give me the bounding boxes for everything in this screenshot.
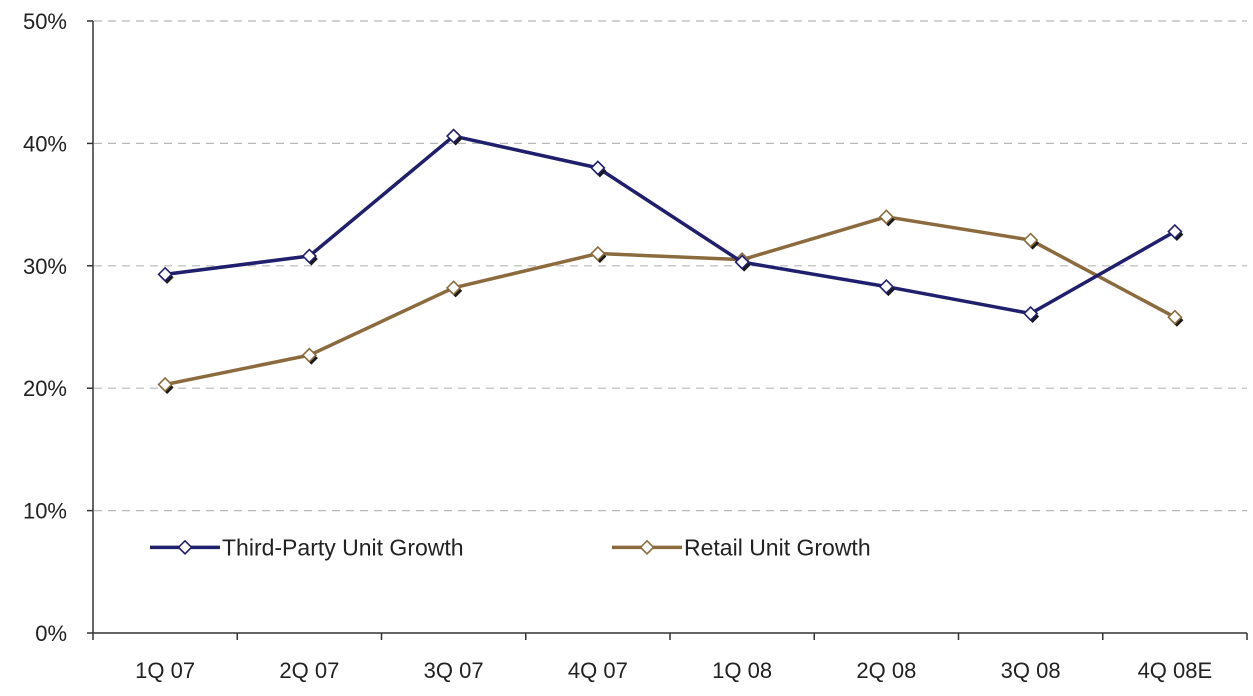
y-tick-label: 30% <box>23 254 67 279</box>
legend-swatch-marker <box>177 539 193 555</box>
data-point-retail-unit-growth <box>878 209 895 227</box>
legend-item-third-party-unit-growth: Third-Party Unit Growth <box>150 534 464 560</box>
x-tick-label: 1Q 07 <box>135 658 195 683</box>
data-point-retail-unit-growth <box>1022 232 1040 250</box>
data-point-third-party-unit-growth <box>878 278 895 297</box>
series-line-third-party-unit-growth <box>164 134 1176 316</box>
data-point-retail-unit-growth <box>590 245 607 264</box>
data-point-third-party-unit-growth <box>1022 305 1040 324</box>
legend-label: Retail Unit Growth <box>684 534 871 560</box>
gridlines <box>94 20 1247 512</box>
x-tick-label: 2Q 08 <box>856 658 916 683</box>
y-tick-label: 10% <box>23 499 67 524</box>
x-tick-label: 4Q 07 <box>568 658 628 683</box>
data-point-third-party-unit-growth <box>1167 223 1184 242</box>
series-line-retail-unit-growth <box>164 215 1176 387</box>
x-tick-label: 3Q 08 <box>1001 658 1061 683</box>
data-point-retail-unit-growth <box>445 280 463 298</box>
data-point-retail-unit-growth <box>301 347 318 365</box>
data-point-third-party-unit-growth <box>590 160 607 178</box>
x-tick-label: 4Q 08E <box>1138 658 1213 683</box>
legend: Third-Party Unit Growth Retail Unit Growt… <box>150 534 871 560</box>
series-retail-unit-growth <box>157 209 1184 395</box>
data-point-retail-unit-growth <box>1167 309 1184 327</box>
data-point-retail-unit-growth <box>157 376 174 395</box>
data-point-third-party-unit-growth <box>157 266 174 284</box>
data-point-third-party-unit-growth <box>445 128 463 146</box>
y-tick-label: 50% <box>23 9 67 34</box>
data-point-third-party-unit-growth <box>301 248 318 266</box>
series-third-party-unit-growth <box>157 128 1184 324</box>
legend-label: Third-Party Unit Growth <box>222 534 464 560</box>
series <box>157 128 1184 395</box>
data-point-third-party-unit-growth <box>734 254 751 272</box>
x-tick-label: 2Q 07 <box>279 658 339 683</box>
legend-swatch-marker <box>639 539 655 555</box>
y-tick-label: 20% <box>23 376 67 401</box>
x-tick-label: 1Q 08 <box>712 658 772 683</box>
y-tick-label: 40% <box>23 131 67 156</box>
y-tick-label: 0% <box>35 621 67 646</box>
legend-item-retail-unit-growth: Retail Unit Growth <box>612 534 871 560</box>
axes: 0% 10% 20% 30% 40% 50% 1Q 07 2Q 07 3Q 07 4Q 07 1Q … <box>23 9 1248 683</box>
x-tick-label: 3Q 07 <box>424 658 484 683</box>
